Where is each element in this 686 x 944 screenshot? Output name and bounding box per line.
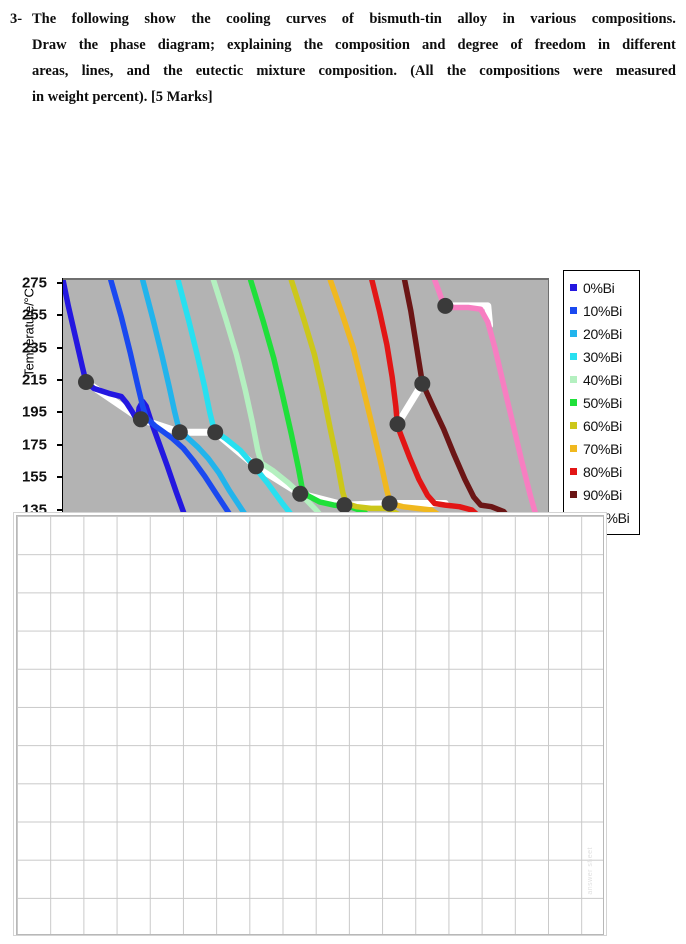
question-line-1: The following show the cooling curves of bismut… xyxy=(32,11,676,27)
cooling-curve-10pct-Bi xyxy=(108,280,245,538)
graph-paper-watermark: answer sheet xyxy=(587,847,594,895)
y-tick-label: 235 xyxy=(21,339,47,357)
legend-swatch-icon xyxy=(570,284,577,291)
cooling-curve-80pct-Bi xyxy=(369,280,491,534)
question-number: 3- xyxy=(10,11,23,27)
legend-item: 50%Bi xyxy=(568,391,635,414)
question-text: The following show the cooling curves of bismut… xyxy=(32,6,676,110)
question-block: 3- The following show the cooling curves of bis… xyxy=(0,0,686,110)
legend-item: 80%Bi xyxy=(568,460,635,483)
cooling-curves-svg xyxy=(63,280,546,542)
legend-swatch-icon xyxy=(570,399,577,406)
legend-swatch-icon xyxy=(570,445,577,452)
y-tick-label: 195 xyxy=(21,403,47,421)
y-axis-tick-labels: 115135155175195215235255275 xyxy=(0,271,63,551)
arrest-point-marker xyxy=(132,411,149,428)
graph-paper-grid xyxy=(16,515,604,935)
arrest-point-marker xyxy=(207,424,224,441)
legend-swatch-icon xyxy=(570,307,577,314)
legend-label: 10%Bi xyxy=(583,302,622,319)
y-tick-mark xyxy=(57,346,63,349)
y-tick-label: 175 xyxy=(21,436,47,454)
question-row: 3- The following show the cooling curves of bis… xyxy=(10,6,676,110)
legend-label: 30%Bi xyxy=(583,348,622,365)
question-line-3: areas, lines, and the eutectic mixture composi… xyxy=(32,63,676,79)
legend-swatch-icon xyxy=(570,422,577,429)
arrest-point-marker xyxy=(437,297,454,314)
legend-label: 70%Bi xyxy=(583,440,622,457)
y-tick-mark xyxy=(57,379,63,382)
y-tick-mark xyxy=(57,281,63,284)
arrest-point-marker xyxy=(247,458,264,475)
legend-item: 60%Bi xyxy=(568,414,635,437)
cooling-curve-30pct-Bi xyxy=(175,280,309,536)
legend-label: 90%Bi xyxy=(583,486,622,503)
arrest-point-marker xyxy=(336,497,353,514)
arrest-point-marker xyxy=(381,495,398,512)
legend-item: 10%Bi xyxy=(568,299,635,322)
arrest-point-marker xyxy=(414,375,431,392)
legend-label: 0%Bi xyxy=(583,279,615,296)
legend-item: 20%Bi xyxy=(568,322,635,345)
y-tick-mark xyxy=(57,314,63,317)
question-line-4: in weight percent). [5 Marks] xyxy=(32,89,213,105)
cooling-curves-chart: Temperature/°C 1151351551751952152352552… xyxy=(0,130,686,586)
y-tick-label: 155 xyxy=(21,468,47,486)
legend-item: 30%Bi xyxy=(568,345,635,368)
y-tick-mark xyxy=(57,443,63,446)
plot-area xyxy=(63,278,549,544)
legend-item: 90%Bi xyxy=(568,483,635,506)
legend-item: 70%Bi xyxy=(568,437,635,460)
legend-label: 50%Bi xyxy=(583,394,622,411)
y-tick-mark xyxy=(57,508,63,511)
question-line-2: Draw the phase diagram; explaining the composi… xyxy=(32,37,676,53)
cooling-curve-100pct-Bi xyxy=(431,280,546,542)
legend-label: 60%Bi xyxy=(583,417,622,434)
cooling-curve-90pct-Bi xyxy=(401,280,519,536)
chart-legend: 0%Bi 10%Bi 20%Bi 30%Bi 40%Bi 50%Bi 60%Bi 70%Bi 8… xyxy=(563,270,640,535)
y-tick-label: 275 xyxy=(21,274,47,292)
legend-swatch-icon xyxy=(570,353,577,360)
y-tick-mark xyxy=(57,411,63,414)
legend-swatch-icon xyxy=(570,468,577,475)
blank-graph-paper: answer sheet xyxy=(13,512,607,936)
y-tick-label: 215 xyxy=(21,371,47,389)
y-tick-label: 255 xyxy=(21,306,47,324)
legend-swatch-icon xyxy=(570,376,577,383)
y-tick-mark xyxy=(57,476,63,479)
arrest-point-marker xyxy=(389,416,406,433)
legend-item: 40%Bi xyxy=(568,368,635,391)
arrest-point-marker xyxy=(292,485,309,502)
arrest-point-marker xyxy=(171,424,188,441)
legend-label: 20%Bi xyxy=(583,325,622,342)
cooling-curve-20pct-Bi xyxy=(139,280,259,536)
legend-label: 40%Bi xyxy=(583,371,622,388)
legend-item: 0%Bi xyxy=(568,276,635,299)
legend-label: 80%Bi xyxy=(583,463,622,480)
legend-swatch-icon xyxy=(570,491,577,498)
legend-swatch-icon xyxy=(570,330,577,337)
arrest-point-marker xyxy=(78,374,94,390)
